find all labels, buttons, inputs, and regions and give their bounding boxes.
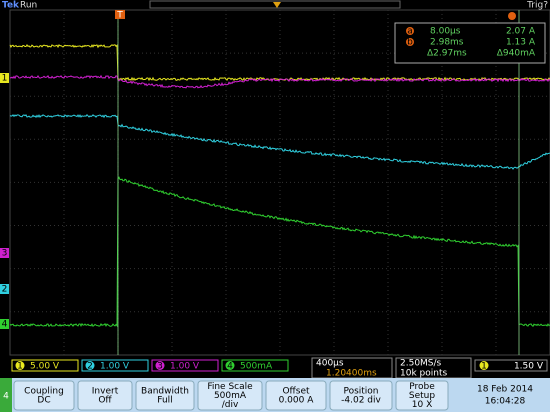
- channel-badge: [155, 361, 165, 370]
- button-value: /div: [222, 400, 239, 410]
- button-label: Offset: [282, 387, 310, 397]
- time: 16:04:28: [485, 397, 526, 407]
- button-label: Position: [343, 387, 378, 397]
- menu-button[interactable]: [197, 380, 263, 411]
- trigger-box: [474, 359, 548, 372]
- center-marker: [273, 2, 281, 8]
- channel-scale-box: [221, 359, 289, 372]
- brand: Tek: [2, 1, 20, 11]
- sample-rate: 2.50MS/s: [400, 359, 442, 369]
- marker-a-bg: [406, 27, 414, 35]
- trigger-status: Trig?: [526, 1, 548, 11]
- trigger-position: 1.20400ms: [326, 369, 377, 379]
- readout-box: [394, 22, 546, 64]
- marker-b-top-bg: [508, 12, 516, 20]
- date: 18 Feb 2014: [477, 385, 533, 395]
- button-label: Coupling: [24, 387, 64, 397]
- channel-badge: [15, 361, 25, 370]
- run-status: Run: [20, 1, 37, 11]
- button-label: Fine Scale: [207, 382, 253, 392]
- channel-badge: [225, 361, 235, 370]
- trace-ch2: [9, 114, 550, 170]
- channel-marker-bg: [0, 319, 9, 329]
- channel-marker: 1: [2, 74, 8, 84]
- menu-channel-tab: [0, 378, 12, 412]
- trace-ch4: [9, 176, 550, 328]
- record-length: 10k points: [400, 369, 447, 379]
- channel-number: 1: [17, 362, 23, 372]
- menu-button[interactable]: [13, 380, 75, 411]
- channel-scale-box: [11, 359, 79, 372]
- channel-number: 4: [227, 362, 233, 372]
- menu-channel: 4: [3, 392, 9, 402]
- button-value: 10 X: [412, 400, 432, 410]
- menu-button[interactable]: [135, 380, 195, 411]
- trigger-marker-bg: [115, 10, 125, 19]
- button-label: Bandwidth: [141, 387, 189, 397]
- menu-button[interactable]: [265, 380, 327, 411]
- button-label: Probe: [409, 382, 435, 392]
- menu-button[interactable]: [329, 380, 393, 411]
- button-label: Invert: [92, 387, 119, 397]
- menu-button[interactable]: [395, 380, 449, 411]
- b-time: 2.98ms: [430, 38, 464, 48]
- trigger-badge: [479, 361, 489, 370]
- button-value: 0.000 A: [279, 396, 315, 406]
- button-value: DC: [37, 396, 50, 406]
- channel-scale: 1.00 V: [170, 362, 200, 372]
- channel-marker: 4: [2, 320, 8, 330]
- marker-a: a: [407, 27, 413, 37]
- button-value: -4.02 div: [341, 396, 381, 406]
- marker-b-bg: [406, 38, 414, 46]
- channel-scale: 5.00 V: [30, 362, 60, 372]
- trigger-channel: 1: [481, 362, 487, 372]
- record-bar: [149, 0, 401, 9]
- channel-number: 3: [157, 362, 163, 372]
- menu-button[interactable]: [77, 380, 133, 411]
- channel-scale: 1.00 V: [100, 362, 130, 372]
- channel-marker-bg: [0, 73, 9, 83]
- channel-marker: 2: [2, 285, 8, 295]
- button-value: Full: [157, 396, 172, 406]
- channel-badge: [85, 361, 95, 370]
- channel-marker-bg: [0, 284, 9, 294]
- channel-scale: 500mA: [240, 362, 273, 372]
- channel-number: 2: [87, 362, 93, 372]
- channel-scale-box: [81, 359, 149, 372]
- button-value: 500mA: [214, 391, 247, 401]
- channel-scale-box: [151, 359, 219, 372]
- button-label: Setup: [409, 391, 435, 401]
- delta-value: Δ940mA: [497, 49, 536, 59]
- button-value: Off: [98, 396, 112, 406]
- a-value: 2.07 A: [506, 27, 536, 37]
- timebase-scale: 400µs: [316, 359, 344, 369]
- b-value: 1.13 A: [506, 38, 536, 48]
- trace-ch3: [9, 74, 550, 89]
- trigger-marker: T: [116, 11, 123, 21]
- channel-marker-bg: [0, 248, 9, 258]
- trigger-level: 1.50 V: [514, 362, 544, 372]
- a-time: 8.00µs: [430, 27, 461, 37]
- channel-marker: 3: [2, 249, 8, 259]
- marker-b: b: [407, 38, 413, 48]
- delta-time: Δ2.97ms: [427, 49, 467, 59]
